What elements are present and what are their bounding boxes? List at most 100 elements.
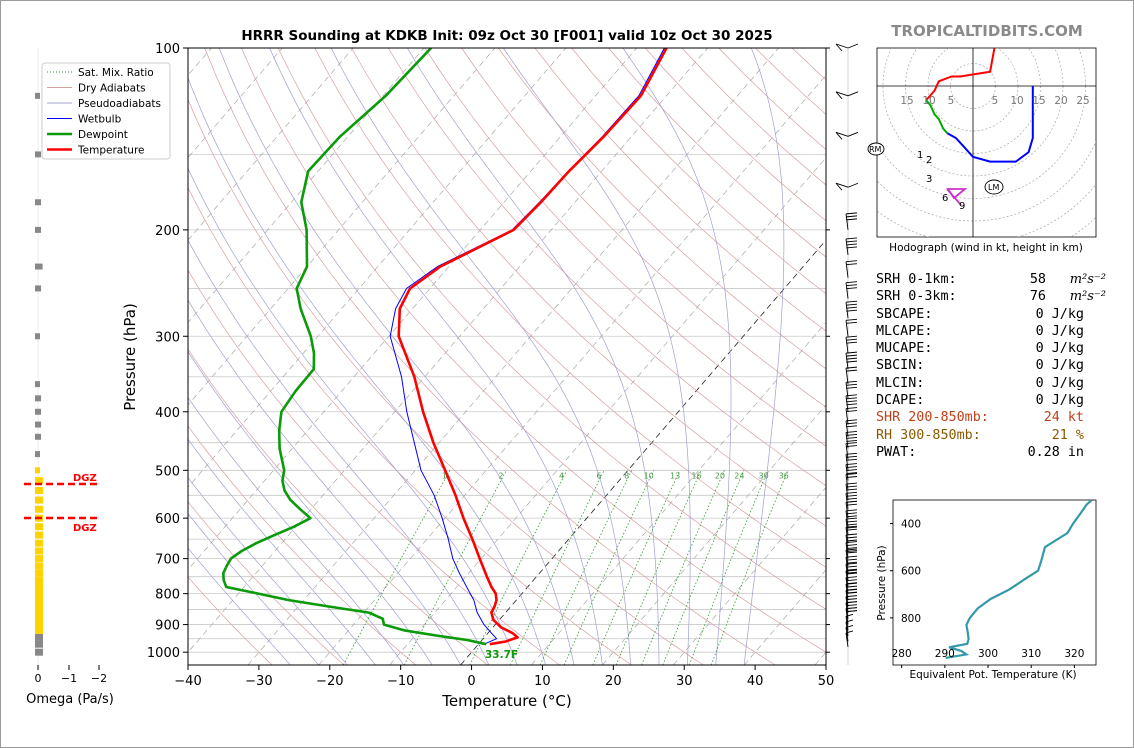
mix-ratio-line xyxy=(403,470,507,665)
wind-barb-flag xyxy=(845,569,858,572)
dry-adiabat-line xyxy=(461,48,826,408)
wind-barb-flag xyxy=(846,466,858,469)
wind-barb-flag xyxy=(846,571,858,574)
wind-barb-flag xyxy=(845,517,858,520)
omega-bar xyxy=(35,596,43,604)
wind-barb-flag xyxy=(846,526,858,529)
wind-barb-flag xyxy=(846,494,858,497)
moist-adiabat-line xyxy=(503,48,691,665)
wind-barb-flag xyxy=(845,607,858,609)
theta-e-frame xyxy=(892,499,1097,666)
wind-barb-flag xyxy=(846,598,858,601)
wind-barb xyxy=(845,613,854,631)
rm-marker xyxy=(867,142,885,156)
moist-adiabat-line xyxy=(188,76,546,665)
wind-barb-flag xyxy=(845,533,858,536)
mix-ratio-label: 16 xyxy=(691,472,701,481)
wind-barb-flag xyxy=(845,613,854,617)
omega-bar xyxy=(35,467,40,474)
x-tick-label: 10 xyxy=(534,674,551,689)
y-tick-label: 1000 xyxy=(147,646,180,661)
stat-dcape: DCAPE: 0 J/kg xyxy=(876,393,1084,409)
wind-barb-flag xyxy=(845,318,858,321)
theta-e-line xyxy=(945,500,1093,659)
wind-barb xyxy=(835,43,859,52)
wind-barb-flag xyxy=(845,300,858,303)
moist-adiabat-line xyxy=(188,547,291,665)
x-tick-label: 20 xyxy=(605,674,622,689)
wind-barb xyxy=(845,212,858,230)
chart-title: HRRR Sounding at KDKB Init: 09z Oct 30 [… xyxy=(241,28,772,44)
stat-srh-0-1km: SRH 0-1km: 58 m²s⁻² xyxy=(876,272,1106,287)
wind-barb-flag xyxy=(846,610,858,612)
wind-barb xyxy=(835,91,859,100)
wind-barb-flag xyxy=(846,547,858,550)
wind-barb xyxy=(845,482,858,501)
wind-barb-flag xyxy=(846,469,858,472)
wind-barb-flag xyxy=(845,619,854,623)
dgz-label-bottom: DGZ xyxy=(73,523,97,534)
wind-barb-flag xyxy=(845,500,858,503)
mix-ratio-label: 10 xyxy=(644,472,654,481)
wind-barb-flag xyxy=(846,568,858,571)
omega-bar xyxy=(35,648,43,656)
wind-barb-flag xyxy=(835,182,843,191)
wind-barb xyxy=(835,131,859,140)
omega-bar xyxy=(35,421,42,428)
moist-adiabat-line xyxy=(188,477,348,665)
wind-barb-flag xyxy=(845,419,858,422)
wind-barb-flag xyxy=(846,572,858,575)
wind-barb-flag xyxy=(846,263,858,266)
hodograph-ring-label: 5 xyxy=(948,95,955,107)
theta-e-x-tick-label: 310 xyxy=(1021,648,1041,660)
x-tick-label: −40 xyxy=(174,674,201,689)
dry-adiabat-line xyxy=(188,269,560,665)
wind-barb xyxy=(845,473,858,491)
wind-barb xyxy=(845,619,854,637)
wind-barb-flag xyxy=(845,442,858,445)
moist-adiabat-line xyxy=(188,513,320,665)
moist-adiabat-line xyxy=(188,438,376,665)
wind-barb-flag xyxy=(846,604,858,607)
hodograph-ring-label: 15 xyxy=(1032,95,1045,107)
wind-barb-flag xyxy=(845,625,854,628)
x-tick-label: 50 xyxy=(818,674,835,689)
omega-bar xyxy=(35,583,43,591)
omega-bar xyxy=(35,621,43,629)
mix-ratio-label: 8 xyxy=(624,472,629,481)
wind-barb xyxy=(845,260,858,278)
moist-adiabat-line xyxy=(188,299,461,665)
wetbulb-trace xyxy=(389,48,665,645)
wind-barb-flag xyxy=(835,43,843,52)
wind-barb-flag xyxy=(846,403,858,406)
y-tick-label: 700 xyxy=(155,553,180,568)
wind-barb-flag xyxy=(846,585,858,588)
theta-e-x-tick-label: 320 xyxy=(1064,648,1084,660)
wind-barb-flag xyxy=(846,397,858,400)
omega-bar xyxy=(35,395,42,402)
dry-adiabat-line xyxy=(188,425,417,665)
wind-barb-flag xyxy=(845,335,858,338)
hodograph-ring-label: 15 xyxy=(900,95,913,107)
y-tick-label: 200 xyxy=(155,224,180,239)
theta-e-ticks: 280 290 300 310 320 400 600 800 xyxy=(890,519,1084,668)
omega-bar xyxy=(35,531,43,539)
wind-barb-flag xyxy=(846,523,858,526)
lm-marker xyxy=(984,179,1004,195)
omega-bar xyxy=(35,602,43,610)
hodograph-segment-0 xyxy=(925,48,996,101)
wind-barb-flag xyxy=(846,433,858,436)
dry-adiabat-line xyxy=(241,48,826,653)
omega-bar xyxy=(35,626,43,634)
x-tick-label: −30 xyxy=(245,674,272,689)
wind-barb-flag xyxy=(846,240,858,243)
omega-tick-label-2: −2 xyxy=(91,672,107,685)
wind-barb xyxy=(845,630,854,647)
moist-adiabat-line xyxy=(188,167,518,665)
storm-motion-marker-2 xyxy=(946,188,962,206)
wind-barb xyxy=(845,430,858,449)
height-label-9: 9 xyxy=(959,201,965,212)
wind-barb-shaft xyxy=(835,131,849,137)
rm-label: RM xyxy=(869,145,882,154)
